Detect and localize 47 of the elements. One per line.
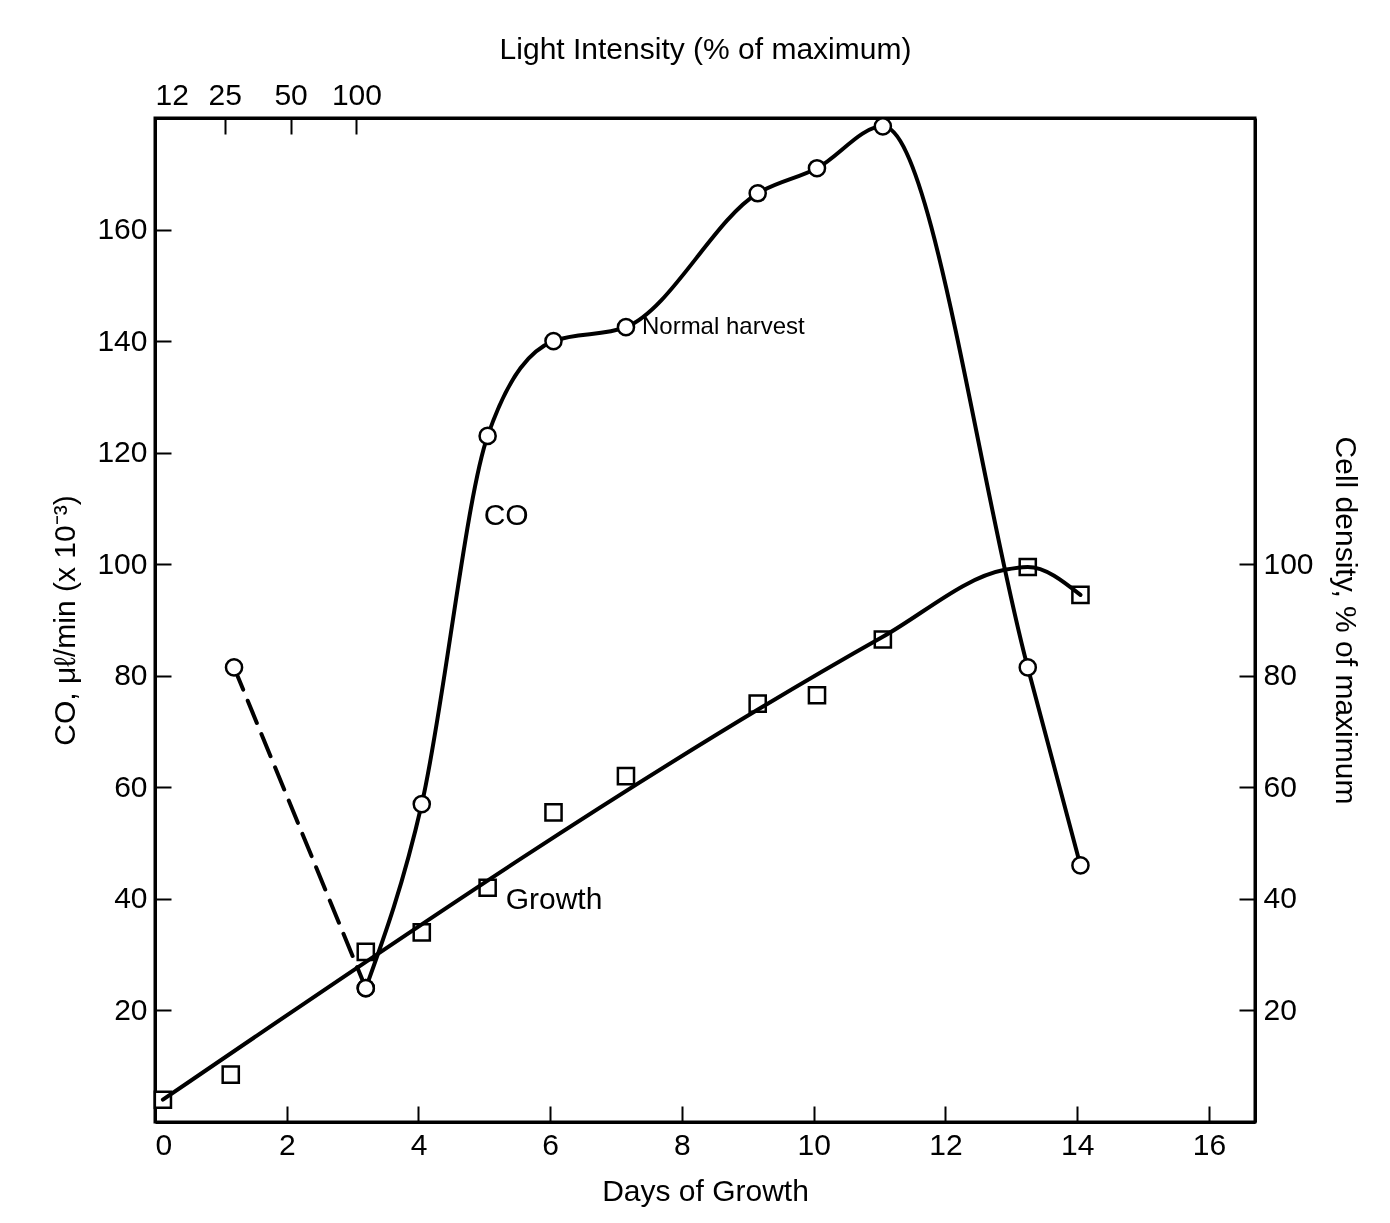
point — [478, 426, 497, 446]
y-tick-label: 100 — [97, 546, 148, 580]
point — [807, 685, 827, 705]
x2-tick-label: 100 — [331, 77, 382, 111]
point — [1071, 856, 1090, 875]
y-axis-title: CO, μℓ/min (x 10⁻³) — [48, 495, 82, 746]
annotation: Normal harvest — [641, 312, 805, 340]
x2-tick-label: 50 — [274, 77, 308, 111]
y2-tick-label: 100 — [1263, 546, 1314, 580]
x-tick-label: 6 — [542, 1127, 560, 1161]
y-tick-label: 120 — [97, 435, 148, 469]
point — [412, 794, 432, 814]
y-tick-label: 40 — [114, 881, 148, 915]
point — [221, 1065, 241, 1084]
point — [616, 317, 636, 337]
point — [1018, 658, 1038, 677]
x-tick-label: 14 — [1060, 1127, 1095, 1161]
y-tick-label: 160 — [97, 212, 148, 246]
x-tick-label: 4 — [410, 1127, 428, 1161]
y2-tick-label: 80 — [1263, 658, 1297, 692]
series-label: Growth — [505, 881, 603, 915]
point — [224, 658, 244, 677]
y2-tick-label: 20 — [1263, 992, 1297, 1026]
x2-axis-title: Light Intensity (% of maximum) — [499, 31, 912, 65]
x-tick-label: 10 — [797, 1127, 831, 1161]
point — [873, 117, 893, 136]
y-tick-label: 140 — [97, 323, 148, 357]
y-tick-label: 20 — [114, 992, 148, 1026]
x2-tick-label: 12 — [155, 77, 189, 111]
point — [616, 766, 636, 786]
point — [748, 184, 768, 203]
x-axis-title: Days of Growth — [602, 1173, 809, 1207]
series-label: CO — [483, 497, 529, 531]
x-tick-label: 0 — [155, 1127, 173, 1161]
x-tick-label: 2 — [278, 1127, 296, 1161]
y-tick-label: 60 — [114, 769, 148, 803]
x2-tick-label: 25 — [208, 77, 242, 111]
x-tick-label: 16 — [1192, 1127, 1227, 1161]
y2-axis-title: Cell density, % of maximum — [1329, 436, 1363, 805]
y2-tick-label: 60 — [1263, 769, 1297, 803]
x-tick-label: 12 — [929, 1127, 963, 1161]
y2-tick-label: 40 — [1263, 881, 1297, 915]
point — [807, 158, 827, 178]
y-tick-label: 80 — [114, 658, 148, 692]
point — [544, 331, 563, 351]
point — [544, 803, 563, 822]
x-tick-label: 8 — [674, 1127, 691, 1161]
